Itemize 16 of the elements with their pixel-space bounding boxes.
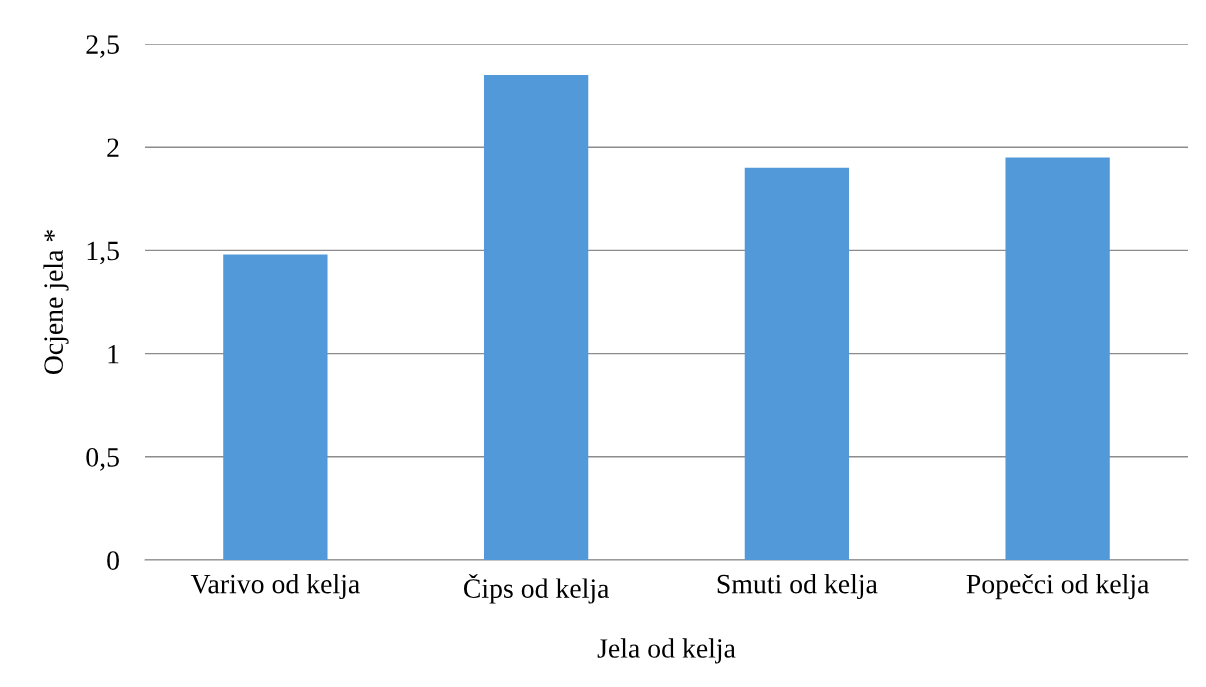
bar [744,167,850,560]
bar [1005,157,1110,560]
bar [223,254,328,560]
y-tick-label: 0 [107,551,119,570]
bar [483,74,589,560]
y-tick-label: 1 [108,344,119,364]
x-tick-label: Smuti od kelja [717,573,878,600]
x-tick-label: Čips od kelja [463,573,610,604]
y-axis-title: Ocjene jela * [43,230,69,375]
y-tick-label: 0,5 [86,447,119,471]
y-tick-label: 2,5 [86,35,119,58]
y-tick-label: 1,5 [87,241,119,265]
x-tick-label: Varivo od kelja [190,573,360,600]
x-axis-title: Jela od kelja [597,638,736,664]
y-tick-label: 2 [107,138,119,157]
x-tick-label: Popečci od kelja [966,573,1150,600]
